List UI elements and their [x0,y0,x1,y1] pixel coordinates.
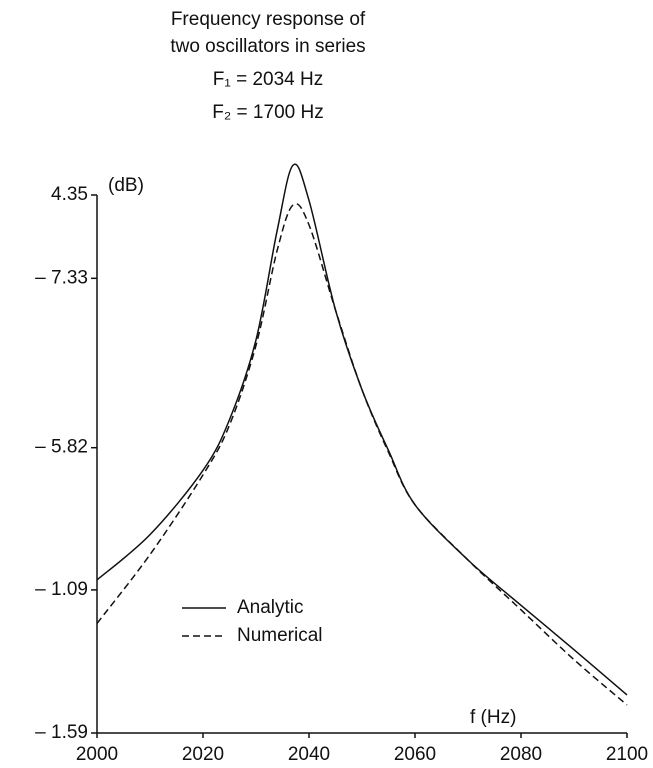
x-tick-label: 2060 [394,744,436,765]
legend-label: Numerical [237,625,323,646]
x-tick-label: 2100 [606,744,648,765]
x-axis-label: f (Hz) [470,707,516,728]
y-tick-label: 4.35 [51,184,88,205]
y-tick-label: – 1.09 [35,579,88,600]
x-tick-label: 2040 [288,744,330,765]
title-line: F₁ = 2034 Hz [213,69,323,90]
legend-label: Analytic [237,597,304,618]
x-tick-label: 2000 [76,744,118,765]
series-line [96,163,628,696]
y-axis-label: (dB) [108,175,144,196]
y-tick-label: – 5.82 [35,437,88,458]
y-tick-label: – 1.59 [35,722,88,743]
title-line: F₂ = 1700 Hz [212,102,323,123]
series-line [96,203,628,706]
y-tick-label: – 7.33 [35,267,88,288]
title-line: Frequency response of [171,9,366,30]
x-tick-label: 2080 [500,744,542,765]
x-tick-label: 2020 [182,744,224,765]
title-line: two oscillators in series [170,36,365,57]
